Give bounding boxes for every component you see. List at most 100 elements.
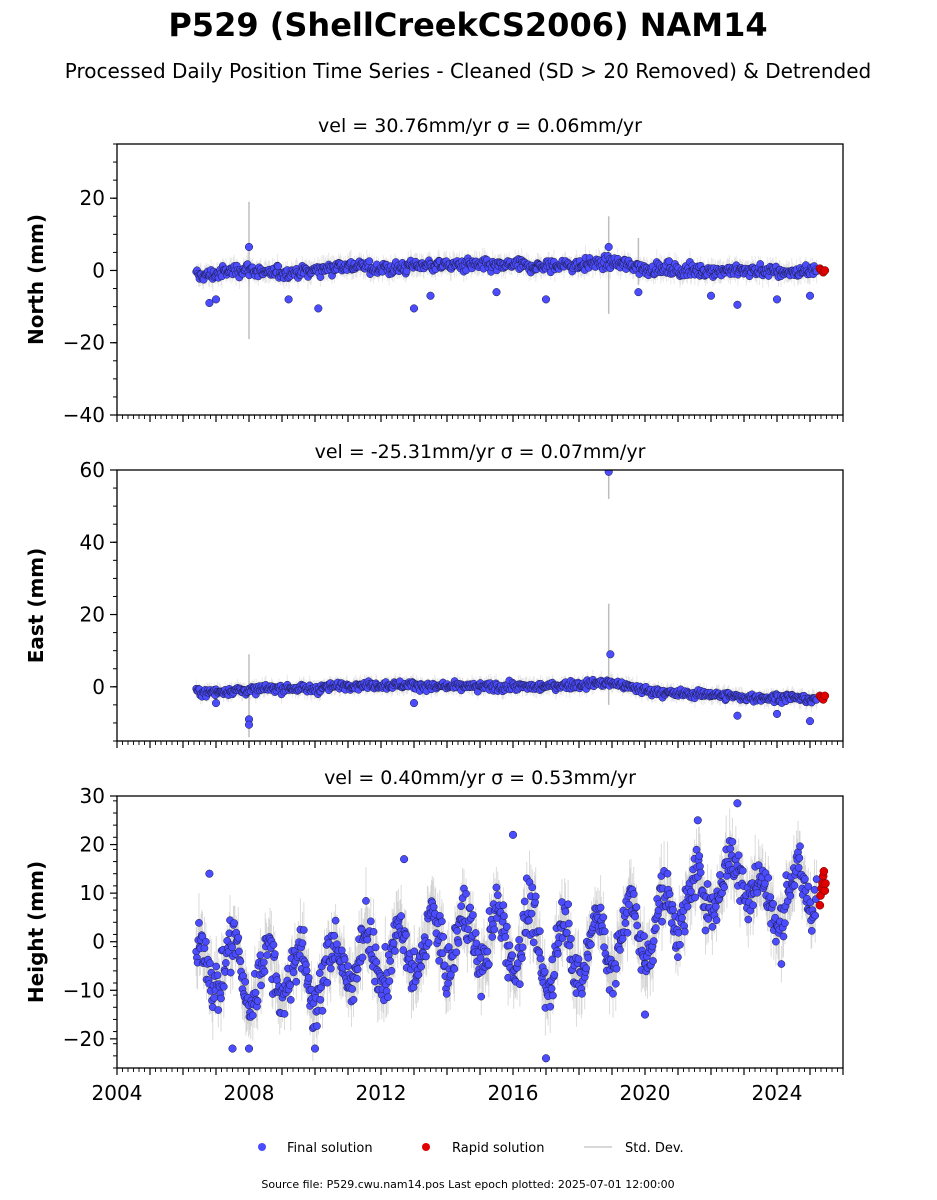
panel-1: vel = 30.76mm/yr σ = 0.06mm/yr North (mm)… — [24, 115, 844, 427]
final-solution-outlier — [805, 291, 815, 300]
final-solution-point — [564, 900, 573, 909]
final-solution-point — [600, 927, 609, 936]
final-solution-point — [369, 927, 378, 936]
plot-area — [192, 470, 830, 738]
final-solution-point — [228, 943, 236, 952]
final-solution-point — [385, 977, 394, 985]
rapid-solution-points — [815, 264, 830, 277]
final-solution-point — [402, 930, 410, 939]
final-solution-point — [587, 940, 595, 949]
final-solution-point — [286, 995, 295, 1004]
final-solution-point — [337, 946, 346, 955]
y-tick-label: 0 — [92, 675, 105, 699]
y-tick-label: 0 — [92, 258, 105, 282]
final-solution-point — [466, 903, 475, 912]
y-axis-label: North (mm) — [24, 214, 48, 345]
final-solution-point — [358, 953, 367, 962]
final-solution-point — [529, 938, 538, 947]
final-solution-point — [340, 955, 349, 964]
final-solution-point — [574, 955, 583, 963]
final-solution-point — [330, 931, 339, 940]
final-solution-point — [600, 943, 608, 952]
final-solution-point — [318, 1006, 327, 1015]
final-solution-point — [298, 939, 307, 948]
final-solution-point — [213, 971, 222, 980]
final-solution-point — [651, 924, 660, 932]
y-tick-label: −40 — [63, 403, 105, 427]
final-solution-outlier — [772, 709, 782, 718]
final-solution-point — [349, 995, 358, 1004]
final-solution-point — [567, 934, 575, 943]
final-solution-point — [578, 989, 586, 998]
final-solution-point — [206, 959, 214, 968]
final-solution-point — [599, 913, 608, 922]
final-solution-outlier — [284, 295, 293, 304]
final-solution-point — [524, 916, 533, 925]
final-solution-outlier — [606, 650, 615, 659]
y-axis-label: Height (mm) — [24, 861, 48, 1003]
final-solution-point — [584, 953, 593, 962]
final-solution-outlier — [492, 288, 501, 297]
final-solution-point — [442, 990, 451, 998]
final-solution-point — [547, 984, 556, 993]
final-solution-outlier — [409, 699, 419, 708]
final-solution-point — [444, 943, 453, 951]
final-solution-point — [429, 903, 438, 911]
final-solution-point — [300, 926, 308, 934]
final-solution-point — [640, 932, 648, 941]
final-solution-point — [674, 928, 683, 937]
final-solution-point — [397, 912, 406, 920]
final-solution-point — [549, 991, 557, 1000]
final-solution-outlier — [634, 288, 643, 297]
rapid-solution-point — [820, 266, 830, 275]
final-solution-point — [450, 965, 459, 973]
final-solution-outlier — [604, 242, 613, 252]
final-solution-points — [192, 242, 821, 313]
final-solution-outlier — [211, 295, 221, 304]
final-solution-point — [384, 993, 392, 1002]
final-solution-outlier — [733, 711, 742, 720]
final-solution-point — [625, 900, 633, 909]
final-solution-point — [616, 946, 624, 954]
final-solution-point — [546, 1002, 555, 1011]
final-solution-point — [274, 262, 283, 271]
final-solution-point — [483, 947, 492, 956]
y-tick-label: 60 — [80, 458, 105, 482]
final-solution-point — [596, 903, 605, 912]
final-solution-point — [531, 892, 540, 901]
final-solution-point — [435, 956, 443, 965]
final-solution-point — [348, 985, 357, 993]
final-solution-point — [476, 954, 485, 962]
final-solution-point — [508, 951, 517, 960]
final-solution-point — [446, 970, 455, 979]
final-solution-point — [422, 952, 430, 961]
final-solution-point — [315, 969, 324, 977]
final-solution-point — [366, 917, 375, 926]
final-solution-point — [500, 912, 508, 920]
final-solution-points — [192, 799, 821, 1063]
final-solution-point — [488, 933, 497, 941]
final-solution-point — [565, 919, 573, 928]
final-solution-point — [553, 950, 562, 958]
rapid-solution-points — [815, 691, 830, 704]
final-solution-point — [649, 957, 657, 965]
final-solution-point — [631, 912, 639, 921]
final-solution-point — [454, 939, 463, 947]
final-solution-point — [289, 968, 298, 977]
final-solution-point — [612, 964, 621, 973]
final-solution-point — [235, 947, 243, 956]
final-solution-point — [505, 941, 514, 950]
plot-area — [192, 201, 830, 340]
final-solution-point — [241, 977, 250, 986]
final-solution-point — [269, 940, 278, 949]
final-solution-point — [257, 981, 265, 990]
panel-2: vel = -25.31mm/yr σ = 0.07mm/yr East (mm)… — [24, 441, 844, 748]
y-tick-label: 20 — [80, 603, 105, 627]
final-solution-point — [492, 883, 501, 892]
x-ticks — [116, 415, 844, 422]
final-solution-point — [333, 940, 341, 949]
final-solution-point — [469, 911, 477, 919]
final-solution-point — [550, 970, 559, 979]
final-solution-point — [226, 968, 235, 977]
